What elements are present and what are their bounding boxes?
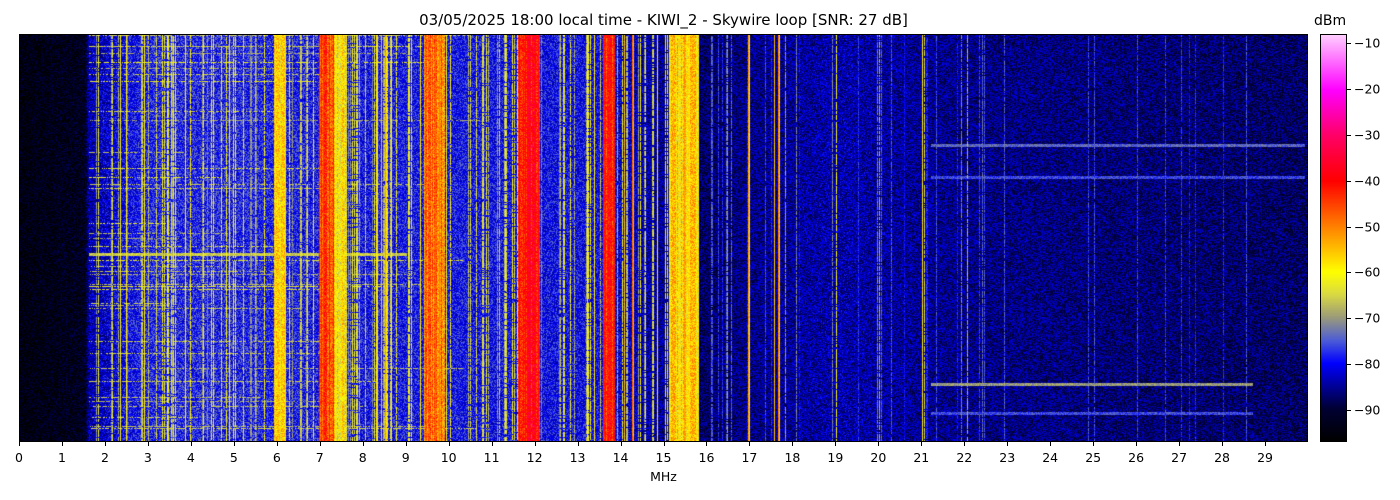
x-tick-label: 9 [401, 450, 410, 465]
x-tick-mark [1007, 442, 1009, 446]
x-tick-mark [835, 442, 837, 446]
colorbar-tick-mark [1347, 272, 1351, 274]
x-tick-mark [1050, 442, 1052, 446]
chart-title: 03/05/2025 18:00 local time - KIWI_2 - S… [419, 11, 908, 29]
x-tick-label: 19 [827, 450, 844, 465]
x-tick-label: 5 [229, 450, 238, 465]
x-tick-label: 20 [870, 450, 887, 465]
x-tick-label: 13 [569, 450, 586, 465]
x-tick-mark [663, 442, 665, 446]
x-tick-label: 1 [57, 450, 66, 465]
x-tick-mark [491, 442, 493, 446]
x-tick-mark [448, 442, 450, 446]
x-tick-label: 4 [186, 450, 195, 465]
x-tick-mark [319, 442, 321, 446]
colorbar-tick-label: −40 [1354, 173, 1381, 189]
x-tick-label: 21 [913, 450, 930, 465]
x-tick-label: 8 [358, 450, 367, 465]
colorbar-tick-label: −90 [1354, 402, 1381, 418]
x-tick-label: 7 [315, 450, 324, 465]
colorbar-unit-label: dBm [1314, 13, 1347, 29]
x-tick-mark [749, 442, 751, 446]
x-tick-label: 23 [999, 450, 1016, 465]
x-tick-label: 12 [526, 450, 543, 465]
x-tick-mark [792, 442, 794, 446]
x-tick-mark [1265, 442, 1267, 446]
colorbar-tick-label: −30 [1354, 127, 1381, 143]
spectrogram-heatmap [20, 35, 1307, 441]
x-tick-label: 27 [1171, 450, 1188, 465]
x-tick-mark [620, 442, 622, 446]
x-tick-label: 14 [612, 450, 629, 465]
x-tick-mark [534, 442, 536, 446]
x-tick-mark [276, 442, 278, 446]
x-tick-mark [405, 442, 407, 446]
x-tick-mark [921, 442, 923, 446]
waterfall-plot [19, 34, 1308, 442]
colorbar-tick-label: −10 [1354, 35, 1381, 51]
colorbar-tick-mark [1347, 364, 1351, 366]
x-tick-label: 18 [784, 450, 801, 465]
x-tick-mark [878, 442, 880, 446]
x-tick-mark [1179, 442, 1181, 446]
x-tick-mark [233, 442, 235, 446]
x-tick-mark [104, 442, 106, 446]
colorbar-tick-label: −80 [1354, 356, 1381, 372]
x-tick-mark [1093, 442, 1095, 446]
x-axis-label: MHz [650, 469, 677, 484]
x-tick-mark [61, 442, 63, 446]
x-tick-label: 10 [440, 450, 457, 465]
x-tick-label: 0 [15, 450, 23, 465]
x-tick-label: 15 [655, 450, 672, 465]
x-axis: 0 1 2 3 4 5 6 7 8 9 10 11 12 13 14 15 16 17 18 19 20 21 22 23 24… [15, 442, 1308, 472]
x-tick-mark [1136, 442, 1138, 446]
colorbar-tick-mark [1347, 318, 1351, 320]
x-tick-mark [964, 442, 966, 446]
x-tick-mark [706, 442, 708, 446]
colorbar-tick-mark [1347, 134, 1351, 136]
x-tick-label: 11 [483, 450, 500, 465]
x-tick-label: 26 [1128, 450, 1145, 465]
x-tick-label: 25 [1085, 450, 1102, 465]
x-tick-mark [19, 442, 20, 446]
x-tick-mark [147, 442, 149, 446]
x-tick-mark [190, 442, 192, 446]
colorbar-tick-label: −20 [1354, 81, 1381, 97]
x-tick-label: 17 [741, 450, 758, 465]
colorbar-tick-mark [1347, 180, 1351, 182]
x-tick-mark [362, 442, 364, 446]
colorbar-tick-label: −50 [1354, 219, 1381, 235]
colorbar-tick-mark [1347, 409, 1351, 411]
x-tick-label: 24 [1042, 450, 1059, 465]
colorbar-tick-label: −70 [1354, 310, 1381, 326]
colorbar-tick-mark [1347, 226, 1351, 228]
x-tick-label: 22 [956, 450, 973, 465]
x-tick-label: 28 [1214, 450, 1231, 465]
colorbar-tick-mark [1347, 43, 1351, 45]
x-tick-label: 29 [1257, 450, 1273, 465]
x-tick-mark [577, 442, 579, 446]
colorbar-tick-label: −60 [1354, 264, 1381, 280]
x-tick-label: 6 [272, 450, 281, 465]
x-tick-label: 2 [100, 450, 109, 465]
colorbar-tick-mark [1347, 89, 1351, 90]
x-tick-mark [1222, 442, 1224, 446]
colorbar-axis: −10 −20 −30 −40 −50 −60 −70 −80 −90 [1347, 34, 1397, 442]
x-tick-label: 3 [143, 450, 152, 465]
colorbar [1320, 34, 1347, 442]
x-tick-label: 16 [698, 450, 715, 465]
